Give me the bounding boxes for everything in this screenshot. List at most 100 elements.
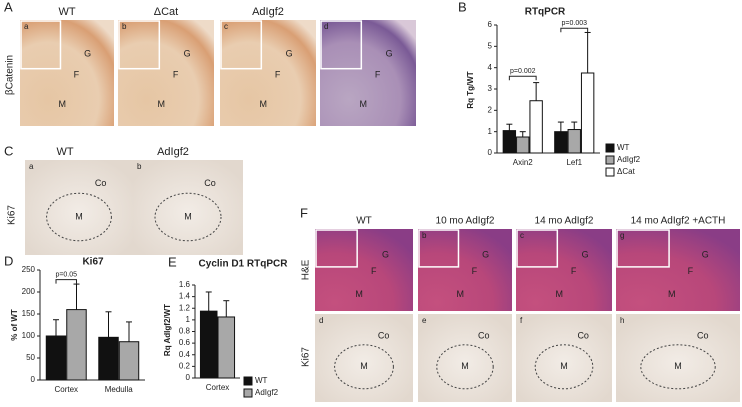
region-label: G	[184, 48, 191, 58]
region-label: Co	[378, 330, 390, 340]
bar	[66, 309, 87, 381]
micrograph	[220, 20, 316, 126]
medulla-outline	[46, 192, 112, 242]
micrograph	[25, 160, 133, 255]
inset	[418, 229, 460, 268]
region-label: F	[173, 69, 179, 79]
legend-swatch	[605, 143, 615, 153]
region-label: G	[382, 250, 389, 260]
error-bar	[557, 121, 564, 132]
y-tick-label: 4	[488, 63, 493, 72]
column-title: 14 mo AdIgf2	[535, 216, 594, 227]
region-label: M	[355, 289, 363, 299]
legend-swatch	[605, 167, 615, 177]
panel-letter: F	[300, 205, 308, 220]
region-label: Co	[577, 330, 589, 340]
micrograph	[418, 314, 512, 402]
micrograph	[616, 314, 740, 402]
image-letter: e	[422, 316, 427, 325]
chart-title: Cyclin D1 RTqPCR	[199, 259, 289, 270]
micrograph	[320, 20, 416, 126]
y-tick-label: 2	[488, 105, 493, 114]
region-label: M	[457, 289, 465, 299]
micrograph	[516, 314, 612, 402]
inset	[118, 20, 161, 70]
region-label: M	[157, 99, 165, 109]
medulla-outline	[154, 192, 222, 242]
y-axis-label: Rq AdIgf2/WT	[163, 304, 172, 356]
error-bar	[519, 131, 526, 137]
y-tick-label: 1	[186, 315, 191, 324]
legend-label: AdIgf2	[617, 155, 641, 164]
y-tick-label: 250	[22, 265, 36, 274]
region-label: Co	[204, 178, 216, 188]
bar	[118, 341, 140, 381]
micrograph	[20, 20, 114, 126]
x-tick-label: Lef1	[566, 158, 582, 167]
region-label: F	[74, 69, 80, 79]
image-title: WT	[58, 6, 75, 18]
micrograph	[315, 229, 413, 311]
error-bar	[73, 283, 80, 310]
region-label: M	[359, 99, 367, 109]
region-label: F	[275, 69, 281, 79]
y-tick-label: 0	[186, 373, 191, 382]
error-bar	[506, 123, 513, 131]
legend-label: ΔCat	[617, 167, 636, 176]
image-title: ΔCat	[154, 6, 178, 18]
p-value: p=0.003	[562, 20, 588, 27]
micrograph	[616, 229, 740, 311]
inset	[516, 229, 559, 268]
column-title: WT	[356, 216, 372, 227]
region-label: M	[555, 289, 563, 299]
legend-swatch	[243, 376, 253, 386]
image-letter: b	[422, 231, 427, 240]
region-label: G	[482, 250, 489, 260]
bar	[529, 100, 543, 154]
micrograph	[516, 229, 612, 311]
panel-letter: E	[168, 254, 177, 269]
error-bar	[205, 291, 212, 312]
row-label: Ki67	[301, 347, 312, 367]
chart-title: RTqPCR	[525, 7, 566, 18]
micrograph	[118, 20, 214, 126]
significance-bracket	[508, 75, 537, 81]
y-tick-label: 5	[488, 41, 493, 50]
image-title: AdIgf2	[252, 6, 284, 18]
error-bar	[533, 82, 540, 101]
row-label: H&E	[301, 259, 312, 280]
p-value: p=0.002	[510, 68, 536, 75]
inset	[320, 20, 363, 70]
region-label: G	[386, 48, 393, 58]
column-title: 10 mo AdIgf2	[436, 216, 495, 227]
region-label: M	[668, 289, 676, 299]
y-tick-label: 1.4	[179, 292, 191, 301]
error-bar	[223, 300, 230, 317]
region-label: F	[371, 266, 377, 276]
image-letter: f	[520, 316, 523, 325]
bar	[502, 130, 517, 154]
region-label: G	[286, 48, 293, 58]
p-value: p=0.05	[55, 272, 77, 279]
region-label: G	[84, 48, 91, 58]
y-tick-label: 6	[488, 20, 493, 29]
bar	[217, 316, 236, 379]
panel-letter: D	[4, 253, 13, 268]
region-label: G	[702, 250, 709, 260]
region-label: F	[375, 69, 381, 79]
significance-bracket	[560, 27, 589, 33]
medulla-outline	[640, 344, 716, 390]
error-bar	[584, 31, 591, 73]
bar	[567, 129, 581, 154]
error-bar	[53, 319, 60, 336]
region-label: M	[461, 361, 469, 371]
y-tick-label: 1.2	[179, 303, 191, 312]
legend-swatch	[243, 388, 253, 398]
region-label: Co	[95, 178, 107, 188]
image-letter: d	[324, 22, 328, 31]
panel-letter: A	[4, 0, 13, 14]
error-bar	[125, 321, 132, 342]
image-letter: c	[520, 231, 524, 240]
error-bar	[571, 121, 578, 130]
